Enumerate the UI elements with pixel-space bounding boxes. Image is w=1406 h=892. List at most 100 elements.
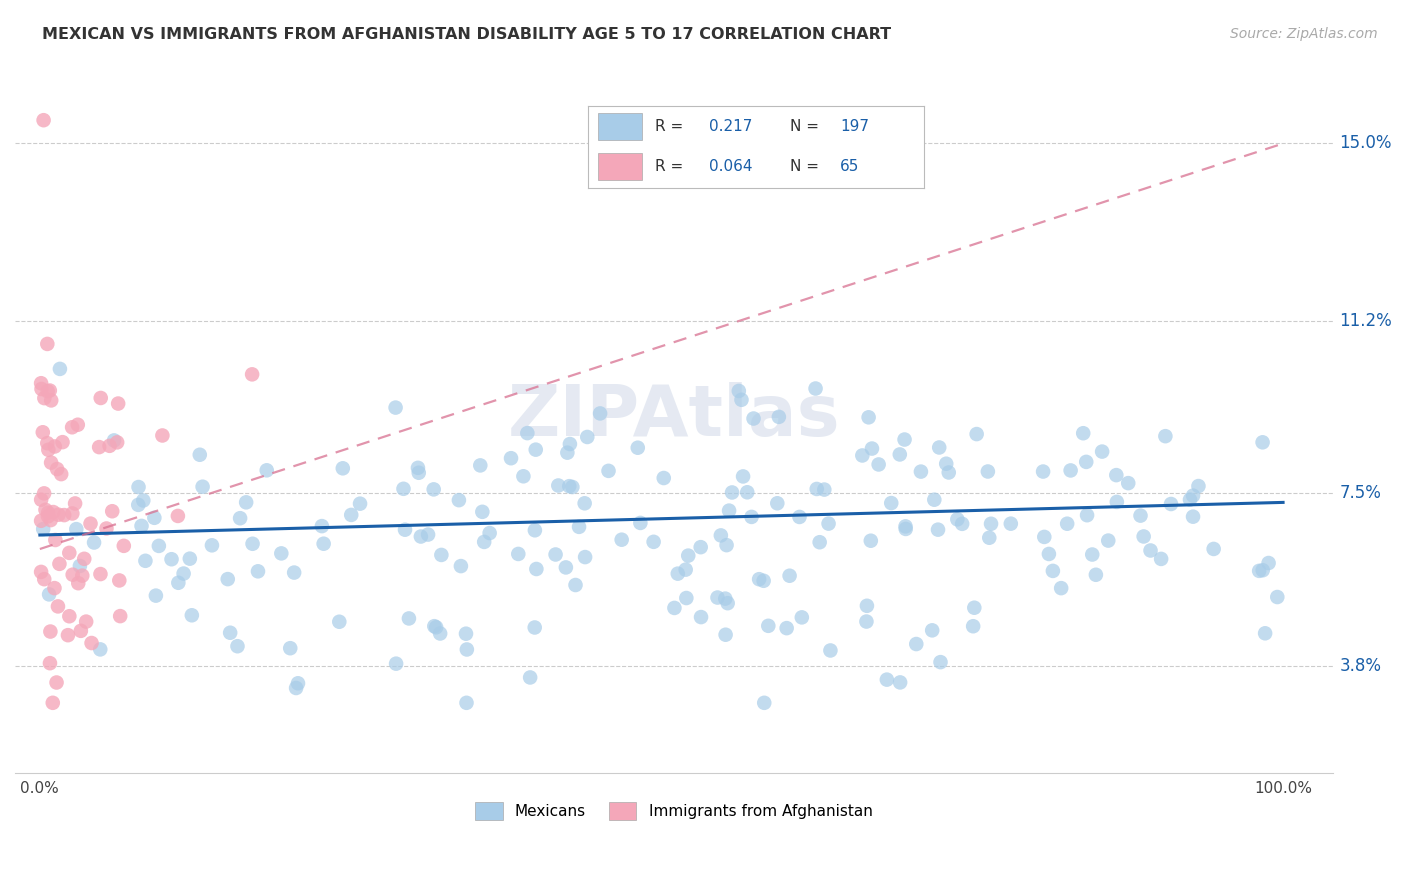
Point: [716, 538, 738, 552]
Point: [90, 391, 112, 405]
Point: [742, 411, 765, 425]
Point: [56, 628, 79, 642]
Point: [219, 625, 242, 640]
Point: [51, 467, 73, 482]
Point: [46, 462, 69, 476]
Point: [1254, 626, 1277, 640]
Point: [340, 508, 363, 522]
Point: [38, 587, 60, 601]
Point: [710, 528, 733, 542]
Point: [1050, 581, 1073, 595]
Point: [471, 505, 494, 519]
Point: [813, 483, 835, 497]
Point: [1249, 564, 1271, 578]
Point: [706, 591, 728, 605]
Point: [1105, 468, 1128, 483]
Point: [246, 564, 269, 578]
Point: [790, 610, 813, 624]
Point: [478, 526, 501, 541]
Point: [1187, 479, 1209, 493]
Point: [37, 442, 59, 457]
Point: [70, 624, 93, 638]
Point: [394, 523, 416, 537]
Point: [217, 572, 239, 586]
Point: [429, 626, 451, 640]
Point: [779, 568, 801, 582]
Point: [1182, 489, 1205, 503]
Point: [406, 460, 429, 475]
Point: [65, 522, 87, 536]
Point: [977, 465, 1000, 479]
Point: [820, 643, 842, 657]
Point: [652, 471, 675, 485]
Point: [894, 519, 917, 533]
Point: [557, 445, 579, 459]
Point: [173, 566, 195, 581]
Point: [80, 636, 103, 650]
Point: [131, 519, 153, 533]
Point: [38, 384, 60, 398]
Point: [180, 608, 202, 623]
Point: [62, 567, 84, 582]
Point: [73, 551, 96, 566]
Point: [32, 486, 55, 500]
Point: [34, 391, 56, 405]
Point: [285, 681, 308, 695]
Point: [568, 520, 591, 534]
Text: MEXICAN VS IMMIGRANTS FROM AFGHANISTAN DISABILITY AGE 5 TO 17 CORRELATION CHART: MEXICAN VS IMMIGRANTS FROM AFGHANISTAN D…: [42, 27, 891, 42]
Point: [98, 439, 121, 453]
Point: [39, 456, 62, 470]
Point: [422, 483, 444, 497]
Point: [60, 420, 83, 434]
Point: [752, 574, 775, 588]
Point: [1081, 548, 1104, 562]
Point: [423, 619, 446, 633]
Point: [574, 496, 596, 510]
Point: [880, 496, 903, 510]
Point: [876, 673, 898, 687]
Point: [1076, 508, 1098, 523]
Point: [45, 675, 67, 690]
Point: [576, 430, 599, 444]
Point: [1084, 567, 1107, 582]
Point: [929, 655, 952, 669]
Point: [398, 611, 420, 625]
Point: [817, 516, 839, 531]
Point: [893, 433, 915, 447]
Point: [727, 384, 749, 398]
Point: [32, 572, 55, 586]
Point: [31, 382, 53, 396]
Point: [425, 620, 447, 634]
Point: [72, 568, 94, 582]
Point: [689, 540, 711, 554]
Point: [627, 441, 650, 455]
Point: [167, 575, 190, 590]
Point: [179, 551, 201, 566]
Point: [851, 449, 873, 463]
Point: [889, 675, 911, 690]
Point: [935, 457, 957, 471]
Point: [1182, 509, 1205, 524]
Point: [328, 615, 350, 629]
Point: [287, 676, 309, 690]
Point: [37, 337, 59, 351]
Point: [66, 417, 89, 432]
Point: [1076, 455, 1098, 469]
Point: [63, 496, 86, 510]
Point: [270, 546, 292, 560]
Point: [107, 396, 129, 410]
Point: [1071, 426, 1094, 441]
Point: [60, 507, 83, 521]
Point: [32, 522, 55, 536]
Point: [188, 448, 211, 462]
Point: [385, 657, 408, 671]
Point: [30, 492, 52, 507]
Point: [242, 537, 264, 551]
Point: [664, 601, 686, 615]
Point: [804, 382, 827, 396]
Point: [37, 509, 59, 524]
Point: [46, 599, 69, 614]
Point: [53, 508, 76, 522]
Point: [37, 436, 59, 450]
Point: [49, 362, 72, 376]
